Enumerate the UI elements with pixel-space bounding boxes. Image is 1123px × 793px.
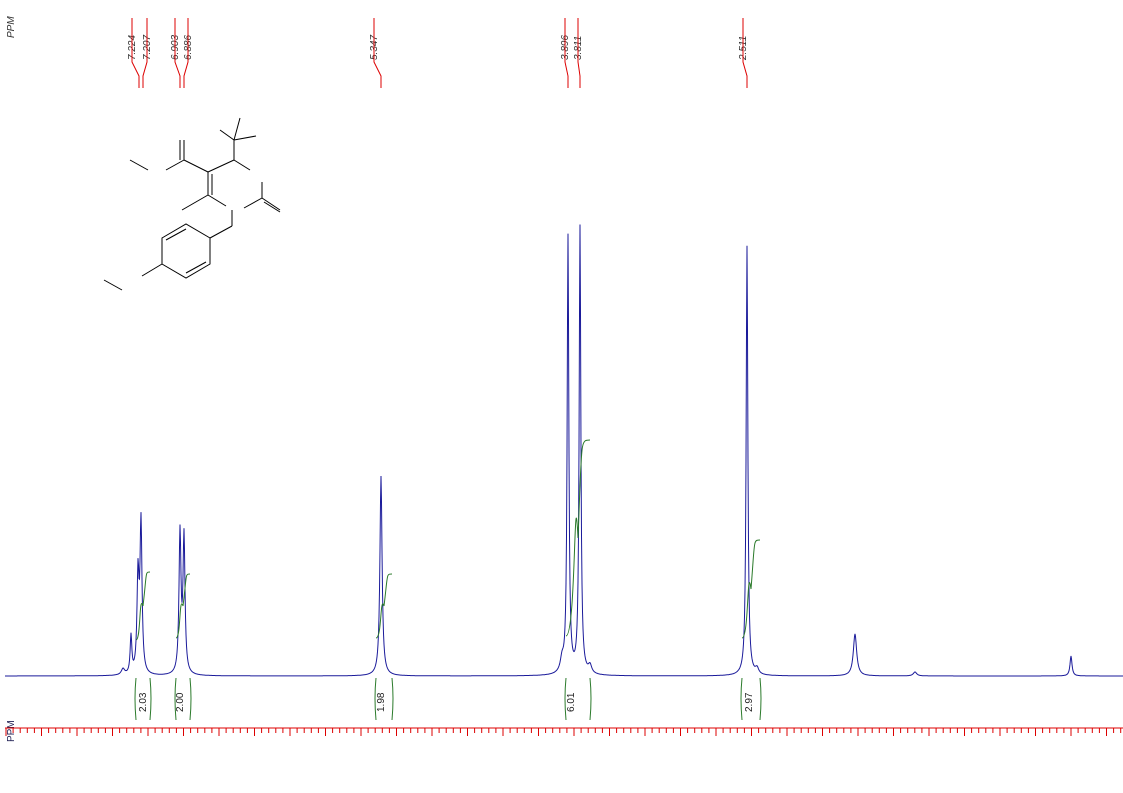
peak-leader [131,18,140,88]
integral-curve [565,439,591,637]
integral-curve [375,573,393,639]
peak-leader [142,18,148,88]
integral-curve [175,573,191,639]
integral-bracket [134,677,152,721]
integral-label: 6.01 [566,692,577,712]
molecule [103,117,281,291]
integral-bracket [174,677,192,721]
peak-leader [373,18,382,88]
peak-leader [742,18,748,88]
integral-label: 2.03 [138,692,149,712]
integral-bracket [740,677,762,721]
integral-curve [135,571,151,641]
integral-curve [741,539,761,639]
peak-leader [577,18,581,88]
spectrum-line [5,224,1123,677]
axis-label-top: PPM [6,16,17,38]
integral-label: 1.98 [376,692,387,712]
integral-bracket [374,677,394,721]
peak-leader [174,18,181,88]
integral-label: 2.97 [744,692,755,712]
axis-label-bottom: PPM [6,720,17,742]
integral-label: 2.00 [175,692,186,712]
peak-leader [183,18,189,88]
peak-leader [564,18,569,88]
integral-bracket [564,677,592,721]
